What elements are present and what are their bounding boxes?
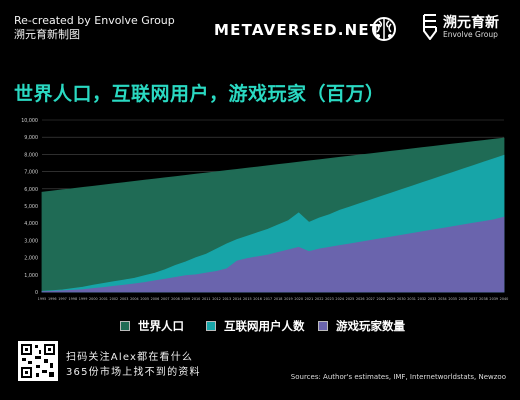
- area-chart: 0 1,000 2,000 3,000 4,000 5,000 6,000 7,000 8,00…: [21, 118, 509, 301]
- x-tick-label: 1999: [79, 297, 88, 301]
- x-tick-label: 2014: [233, 297, 242, 301]
- x-tick-label: 2011: [202, 297, 211, 301]
- x-tick-label: 2006: [151, 297, 160, 301]
- recreated-credit-en: Re-created by Envolve Group: [14, 14, 175, 27]
- x-tick-label: 2003: [120, 297, 129, 301]
- qr-code-icon[interactable]: [18, 341, 58, 381]
- x-tick-label: 2033: [428, 297, 437, 301]
- x-tick-label: 2015: [243, 297, 252, 301]
- legend-label-gamers: 游戏玩家数量: [336, 319, 405, 333]
- y-tick-label: 9,000: [24, 135, 38, 141]
- envolve-name-cn: 溯元育新: [443, 15, 499, 31]
- y-tick-label: 1,000: [24, 273, 38, 279]
- x-tick-label: 2036: [459, 297, 468, 301]
- x-tick-label: 2024: [335, 297, 344, 301]
- x-tick-label: 2013: [222, 297, 231, 301]
- x-tick-label: 2004: [130, 297, 139, 301]
- y-tick-label: 3,000: [24, 238, 38, 244]
- x-tick-label: 2023: [325, 297, 334, 301]
- area-series: [41, 216, 505, 293]
- x-tick-label: 2005: [140, 297, 149, 301]
- y-tick-label: 2,000: [24, 256, 38, 262]
- recreated-credit-cn: 溯元育新制图: [14, 28, 80, 41]
- promo-text: 扫码关注Alex都在看什么 365份市场上找不到的资料: [66, 350, 201, 380]
- y-tick-label: 0: [35, 290, 38, 296]
- x-tick-label: 1998: [68, 297, 77, 301]
- metaversed-brand: METAVERSED.NET: [214, 21, 382, 39]
- x-tick-label: 2018: [274, 297, 283, 301]
- brain-icon: [372, 17, 396, 41]
- x-tick-label: 2039: [489, 297, 498, 301]
- x-tick-label: 2029: [387, 297, 396, 301]
- envolve-logo-icon: [423, 14, 437, 40]
- x-tick-label: 2007: [161, 297, 170, 301]
- y-tick-label: 8,000: [24, 152, 38, 158]
- y-tick-label: 5,000: [24, 204, 38, 210]
- x-tick-label: 2034: [438, 297, 447, 301]
- sources-note: Sources: Author's estimates, IMF, Intern…: [290, 373, 506, 381]
- x-tick-label: 2019: [284, 297, 293, 301]
- promo-line-1: 扫码关注Alex都在看什么: [66, 352, 194, 363]
- chart-title: 世界人口，互联网用户，游戏玩家（百万）: [14, 83, 385, 105]
- x-tick-label: 2000: [89, 297, 98, 301]
- legend-swatch-world-population: [120, 321, 130, 331]
- legend-label-world-population: 世界人口: [138, 319, 184, 333]
- x-tick-label: 2009: [181, 297, 190, 301]
- x-tick-label: 1995: [38, 297, 47, 301]
- x-tick-label: 2016: [253, 297, 262, 301]
- x-tick-label: 2030: [397, 297, 406, 301]
- x-tick-label: 2038: [479, 297, 488, 301]
- x-tick-label: 2010: [192, 297, 201, 301]
- x-tick-label: 1996: [48, 297, 57, 301]
- x-tick-label: 2026: [356, 297, 365, 301]
- y-tick-label: 10,000: [21, 118, 38, 124]
- y-tick-label: 6,000: [24, 187, 38, 193]
- x-tick-label: 2001: [99, 297, 108, 301]
- x-tick-label: 2012: [212, 297, 221, 301]
- x-tick-label: 2021: [305, 297, 314, 301]
- legend-label-internet-users: 互联网用户人数: [224, 319, 305, 333]
- chart-legend: 世界人口 互联网用户人数 游戏玩家数量: [0, 316, 520, 336]
- x-tick-label: 2028: [376, 297, 385, 301]
- x-tick-label: 2020: [294, 297, 303, 301]
- x-tick-label: 2035: [448, 297, 457, 301]
- x-tick-label: 2037: [469, 297, 478, 301]
- legend-swatch-internet-users: [206, 321, 216, 331]
- legend-item-internet-users: 互联网用户人数: [206, 318, 316, 334]
- x-axis-ticks: 1995 1996 1997 1998 1999 2000 2001 2002 2003 2004…: [38, 297, 509, 301]
- x-tick-label: 2027: [366, 297, 375, 301]
- promo-line-2: 365份市场上找不到的资料: [66, 367, 201, 378]
- x-tick-label: 1997: [58, 297, 67, 301]
- chart-areas: [41, 137, 505, 293]
- y-tick-label: 4,000: [24, 221, 38, 227]
- x-tick-label: 2017: [264, 297, 273, 301]
- x-tick-label: 2002: [110, 297, 119, 301]
- recreated-credit: Re-created by Envolve Group 溯元育新制图: [14, 14, 175, 42]
- legend-swatch-gamers: [318, 321, 328, 331]
- x-tick-label: 2025: [346, 297, 355, 301]
- x-tick-label: 2040: [500, 297, 509, 301]
- envolve-name-en: Envolve Group: [443, 30, 498, 39]
- x-tick-label: 2008: [171, 297, 180, 301]
- y-tick-label: 7,000: [24, 170, 38, 176]
- legend-item-world-population: 世界人口: [120, 318, 200, 334]
- x-tick-label: 2032: [418, 297, 427, 301]
- legend-item-gamers: 游戏玩家数量: [318, 318, 428, 334]
- x-tick-label: 2031: [407, 297, 416, 301]
- y-axis-ticks: 0 1,000 2,000 3,000 4,000 5,000 6,000 7,000 8,00…: [21, 118, 38, 296]
- x-tick-label: 2022: [315, 297, 324, 301]
